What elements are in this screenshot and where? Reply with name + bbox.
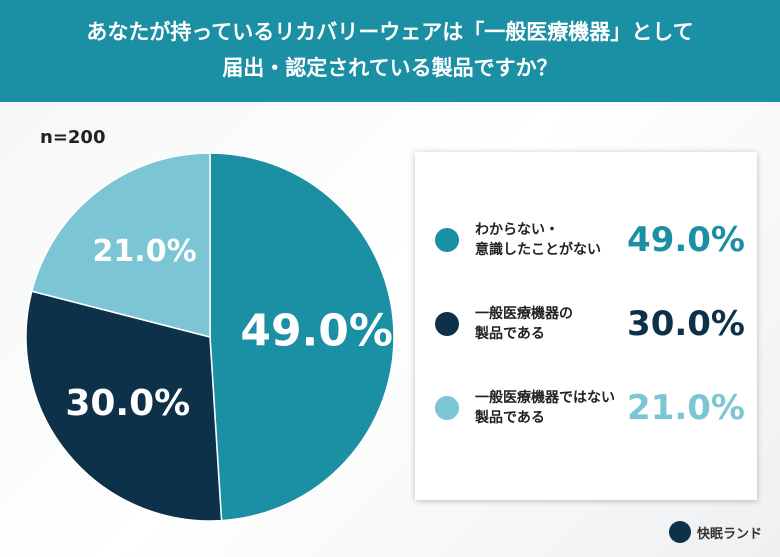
header: あなたが持っているリカバリーウェアは「一般医療機器」として 届出・認定されている… — [0, 0, 780, 102]
legend-item: 一般医療機器の 製品である 30.0% — [435, 294, 745, 354]
slice-label: 21.0% — [93, 234, 197, 269]
title-line: あなたが持っているリカバリーウェアは「一般医療機器」として — [86, 20, 694, 44]
legend: わからない・ 意識したことがない 49.0% 一般医療機器の 製品である 30.0% 一… — [415, 152, 757, 500]
slice-label: 30.0% — [65, 383, 190, 424]
sample-size: n=200 — [40, 127, 105, 148]
legend-label: わからない・ 意識したことがない — [475, 222, 601, 258]
legend-item: 一般医療機器ではない 製品である 21.0% — [435, 378, 745, 438]
legend-item: わからない・ 意識したことがない 49.0% — [435, 210, 745, 270]
legend-label: 一般医療機器ではない 製品である — [475, 390, 615, 426]
title-line: 届出・認定されている製品ですか？ — [222, 56, 558, 80]
legend-value: 49.0% — [627, 220, 745, 260]
legend-swatch — [435, 312, 459, 336]
legend-swatch — [435, 396, 459, 420]
brand-logo — [668, 521, 691, 543]
pie-slice — [25, 290, 223, 522]
slice-label: 49.0% — [240, 306, 393, 357]
legend-value: 21.0% — [627, 388, 745, 428]
brand: 快眠ランド — [668, 521, 762, 543]
pie-slice — [209, 152, 395, 522]
legend-label: 一般医療機器の 製品である — [475, 306, 573, 342]
brand-name: 快眠ランド — [696, 526, 762, 542]
legend-swatch — [435, 228, 459, 252]
pie-slice — [30, 152, 211, 338]
legend-value: 30.0% — [627, 304, 745, 344]
